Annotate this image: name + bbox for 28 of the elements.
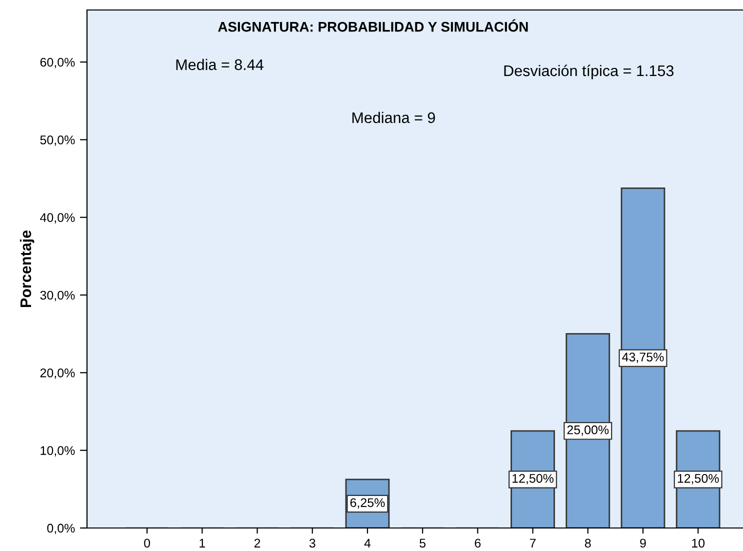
x-tick-label: 7 xyxy=(530,538,536,548)
data-label: 6,25% xyxy=(350,498,385,509)
data-label: 12,50% xyxy=(678,474,719,484)
x-tick-label: 8 xyxy=(584,538,591,548)
annotation: Media = 8.44 xyxy=(176,58,264,70)
x-tick-label: 6 xyxy=(474,538,481,548)
y-tick-label: 10,0% xyxy=(40,446,75,456)
x-tick-label: 2 xyxy=(254,538,260,548)
y-tick-label: 0,0% xyxy=(47,524,75,534)
x-tick-label: 9 xyxy=(640,538,646,548)
annotation: Mediana = 9 xyxy=(352,112,435,124)
y-tick-label: 60,0% xyxy=(40,58,75,68)
y-tick-label: 20,0% xyxy=(40,368,75,379)
x-tick-label: 10 xyxy=(692,538,705,548)
data-label: 25,00% xyxy=(567,425,609,436)
text: ASIGNATURA: PROBABILIDAD Y SIMULACIÓN xyxy=(218,19,528,32)
x-tick-label: 4 xyxy=(364,538,371,548)
x-tick-label: 0 xyxy=(144,538,150,548)
data-label: 12,50% xyxy=(512,474,554,484)
data-label: 43,75% xyxy=(622,352,664,363)
x-tick-label: 1 xyxy=(200,538,206,548)
y-tick-label: 40,0% xyxy=(40,213,75,224)
y-tick-label: 50,0% xyxy=(40,135,75,146)
y-tick-label: 30,0% xyxy=(40,290,75,302)
x-tick-label: 3 xyxy=(309,538,316,548)
annotation: Desviación típica = 1.153 xyxy=(504,64,674,80)
x-tick-label: 5 xyxy=(420,538,426,548)
y-axis-title: Porcentaje xyxy=(20,230,34,308)
